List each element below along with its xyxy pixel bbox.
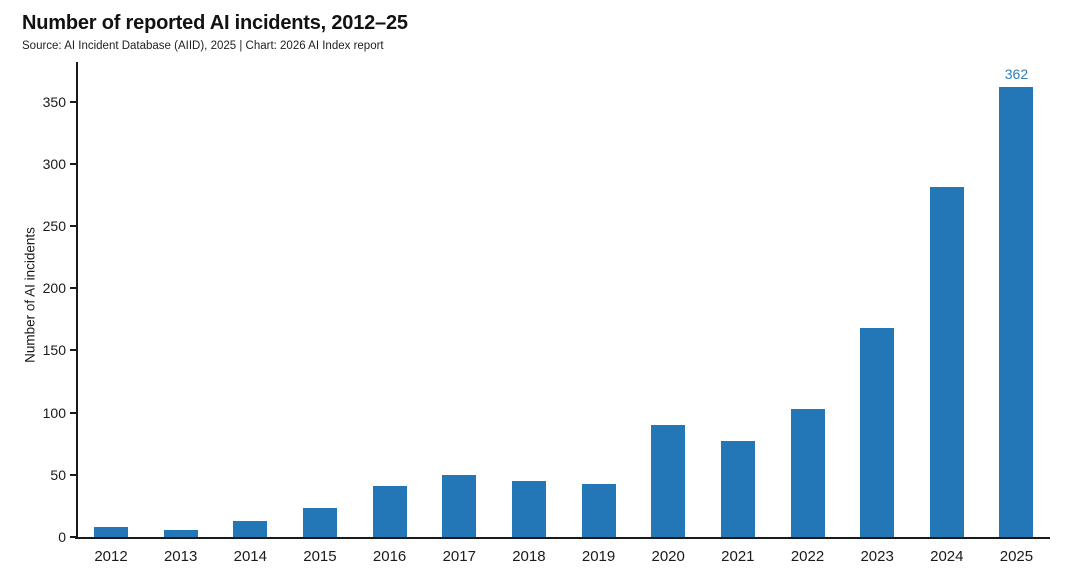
x-tick-label-2015: 2015	[303, 548, 337, 565]
x-tick-label-2020: 2020	[651, 548, 685, 565]
y-tick-mark	[70, 536, 76, 538]
y-tick-mark	[70, 349, 76, 352]
bar-2021	[720, 441, 755, 537]
bar-2013	[163, 529, 198, 537]
y-tick-label: 100	[42, 404, 66, 421]
x-tick-label-2024: 2024	[930, 548, 964, 565]
y-tick-mark	[70, 162, 76, 165]
y-tick-label: 50	[50, 466, 66, 483]
chart-title: Number of reported AI incidents, 2012–25	[22, 12, 408, 34]
x-tick-label-2022: 2022	[790, 548, 825, 565]
bar-2016	[372, 485, 407, 537]
bar-2015	[302, 508, 337, 537]
y-tick-label: 200	[42, 280, 66, 297]
y-tick-label: 0	[58, 529, 66, 545]
x-tick-label-2014: 2014	[233, 548, 267, 565]
y-tick-mark	[70, 473, 76, 476]
bar-value-label-2025: 362	[1004, 65, 1029, 82]
y-tick-mark	[70, 225, 76, 227]
bar-2024	[929, 187, 964, 537]
y-tick-mark	[70, 287, 76, 290]
chart-subtitle: Source: AI Incident Database (AIID), 202…	[22, 40, 384, 52]
x-tick-label-2021: 2021	[721, 548, 755, 565]
y-tick-mark	[70, 411, 76, 414]
bar-2012	[94, 527, 128, 537]
bar-2025	[999, 86, 1034, 537]
y-tick-label: 250	[42, 218, 66, 234]
y-tick-mark	[70, 100, 76, 103]
x-tick-label-2013: 2013	[163, 548, 198, 565]
y-axis-spine	[76, 62, 78, 539]
bar-2017	[442, 474, 477, 537]
bar-2018	[511, 481, 546, 537]
y-tick-label: 300	[42, 155, 66, 172]
y-tick-label: 150	[42, 342, 66, 359]
bar-2014	[233, 520, 268, 537]
x-tick-label-2019: 2019	[581, 548, 616, 565]
x-tick-label-2017: 2017	[442, 548, 476, 565]
x-tick-label-2016: 2016	[372, 548, 407, 565]
x-tick-label-2025: 2025	[999, 548, 1034, 565]
x-tick-label-2023: 2023	[860, 548, 894, 565]
y-tick-label: 350	[42, 93, 66, 110]
bar-2022	[790, 408, 825, 537]
x-tick-label-2012: 2012	[94, 548, 128, 565]
x-tick-label-2018: 2018	[512, 548, 546, 565]
x-axis-spine	[75, 537, 1050, 539]
bar-2020	[651, 425, 686, 537]
bar-2019	[581, 483, 616, 537]
bar-2023	[860, 328, 895, 537]
